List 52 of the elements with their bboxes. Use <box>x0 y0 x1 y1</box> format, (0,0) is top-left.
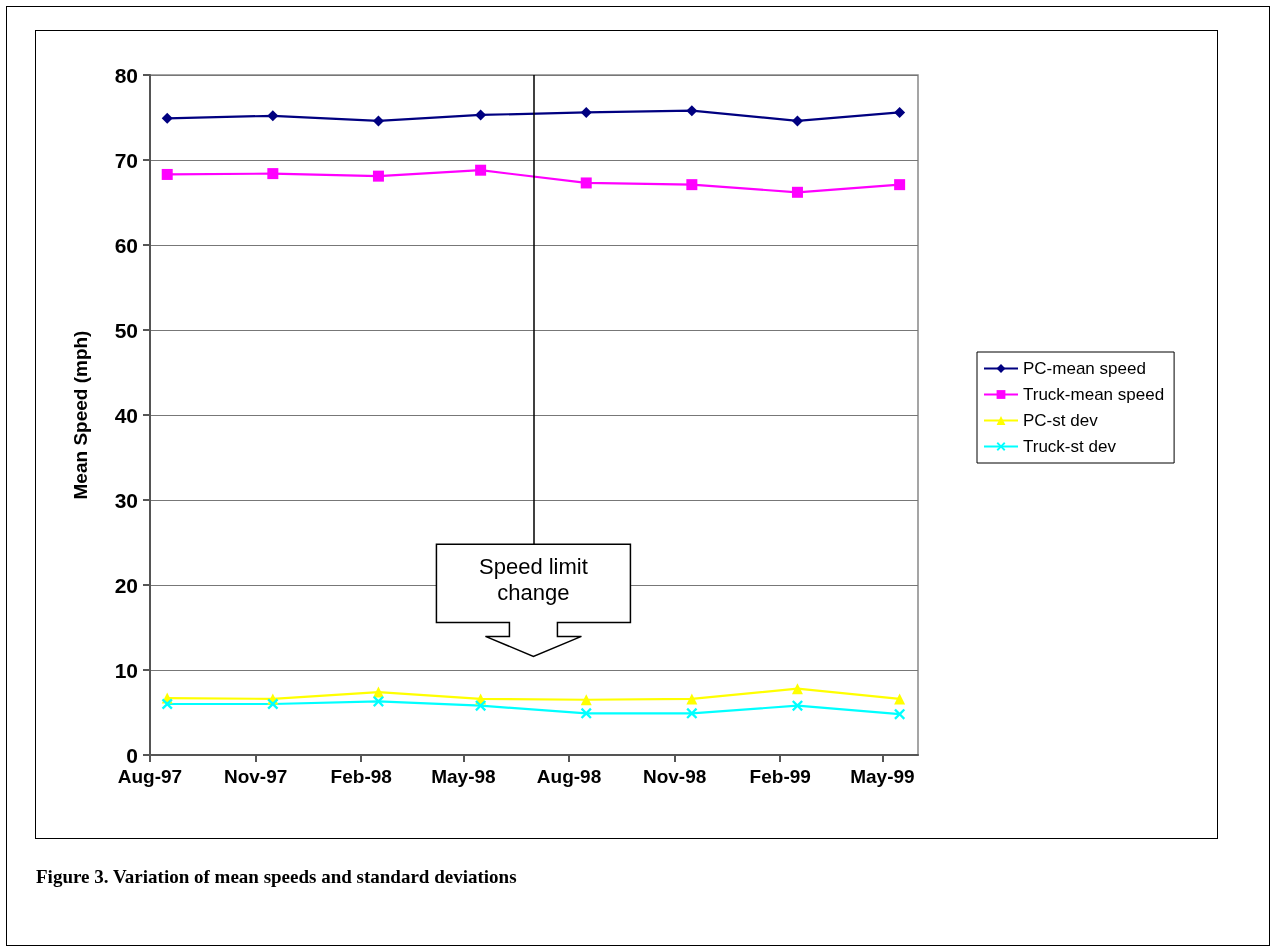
point <box>894 179 906 191</box>
legend-label: Truck-mean speed <box>1023 385 1165 404</box>
point <box>894 693 906 705</box>
y-tick-label: 30 <box>114 488 138 512</box>
point <box>580 177 592 189</box>
point <box>686 707 698 719</box>
point <box>791 700 803 712</box>
x-tick-label: May-98 <box>431 766 496 787</box>
point <box>161 698 173 710</box>
y-tick-label: 70 <box>114 148 138 172</box>
point <box>475 164 487 176</box>
point <box>791 186 803 198</box>
point <box>894 708 906 720</box>
point <box>161 168 173 180</box>
point <box>686 179 698 191</box>
point <box>791 683 803 695</box>
legend-label: PC-st dev <box>1023 411 1099 430</box>
ref-line-label: Speed limit change <box>478 554 589 607</box>
point <box>475 700 487 712</box>
point <box>580 106 592 118</box>
point <box>267 698 279 710</box>
legend-label: Truck-st dev <box>1023 437 1117 456</box>
y-tick-label: 40 <box>114 403 138 427</box>
caption: Figure 3. Variation of mean speeds and standard deviations <box>36 866 517 888</box>
point <box>791 115 803 127</box>
y-tick-label: 50 <box>114 318 138 342</box>
x-tick-label: Feb-99 <box>749 766 811 787</box>
x-tick-label: Aug-98 <box>536 766 602 787</box>
point <box>267 168 279 180</box>
point <box>372 115 384 127</box>
point <box>475 109 487 121</box>
y-tick-label: 20 <box>114 573 138 597</box>
point <box>372 695 384 707</box>
point <box>580 694 592 706</box>
x-tick-label: Nov-97 <box>223 766 288 787</box>
x-tick-label: Feb-98 <box>330 766 392 787</box>
point <box>580 707 592 719</box>
y-tick-label: 10 <box>114 658 138 682</box>
y-tick-label: 60 <box>114 233 138 257</box>
legend-label: PC-mean speed <box>1023 359 1146 378</box>
x-tick-label: Nov-98 <box>642 766 707 787</box>
y-tick-label: 80 <box>114 63 138 87</box>
x-tick-label: Aug-97 <box>117 766 183 787</box>
point <box>686 693 698 705</box>
point <box>372 170 384 182</box>
point <box>161 112 173 124</box>
point <box>894 106 906 118</box>
point <box>686 105 698 117</box>
point <box>267 110 279 122</box>
y-axis-title: Mean Speed (mph) <box>70 330 91 500</box>
y-tick-label: 0 <box>126 743 138 767</box>
x-tick-label: May-99 <box>850 766 915 787</box>
